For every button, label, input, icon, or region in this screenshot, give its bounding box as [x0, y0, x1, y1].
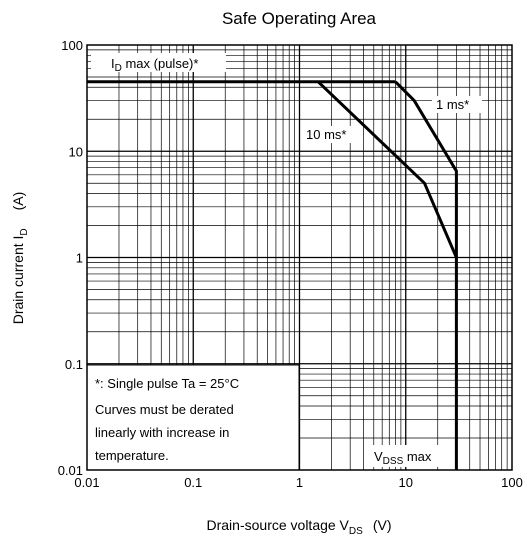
y-tick-label: 0.1	[65, 357, 83, 372]
ten-ms-label-box	[303, 126, 357, 143]
y-axis-label: Drain current ID(A)	[10, 192, 30, 325]
x-tick-label: 10	[399, 475, 413, 490]
one-ms-curve	[394, 80, 458, 470]
soa-curves	[87, 80, 458, 470]
one-ms-label: 1 ms*	[436, 97, 469, 112]
y-axis-ticks: 0.01 0.1 1 10 100	[58, 38, 83, 478]
x-tick-label: 0.1	[184, 475, 202, 490]
ten-ms-label: 10 ms*	[306, 127, 346, 142]
ten-ms-curve	[317, 80, 458, 259]
note-line-3: linearly with increase in	[95, 425, 229, 440]
id-max-label-box	[91, 53, 226, 72]
note-line-1: *: Single pulse Ta = 25°C	[95, 376, 239, 391]
x-tick-label: 100	[501, 475, 523, 490]
x-axis-label: Drain-source voltage VDS (V)	[207, 517, 392, 537]
note-line-2: Curves must be derated	[95, 402, 234, 417]
x-tick-label: 0.01	[74, 475, 99, 490]
note-line-4: temperature.	[95, 448, 169, 463]
vdss-max-label: VDSS max	[374, 449, 432, 467]
plot-frame	[86, 44, 513, 471]
vdss-label-box	[364, 445, 458, 467]
x-tick-label: 1	[296, 475, 303, 490]
y-tick-label: 0.01	[58, 463, 83, 478]
note-box	[86, 364, 300, 471]
chart-title: Safe Operating Area	[222, 9, 377, 28]
one-ms-label-box	[432, 96, 482, 113]
y-tick-label: 100	[61, 38, 83, 53]
y-tick-label: 10	[69, 144, 83, 159]
id-max-label: ID max (pulse)*	[111, 56, 198, 74]
y-tick-label: 1	[76, 251, 83, 266]
x-axis-ticks: 0.01 0.1 1 10 100	[74, 475, 523, 490]
